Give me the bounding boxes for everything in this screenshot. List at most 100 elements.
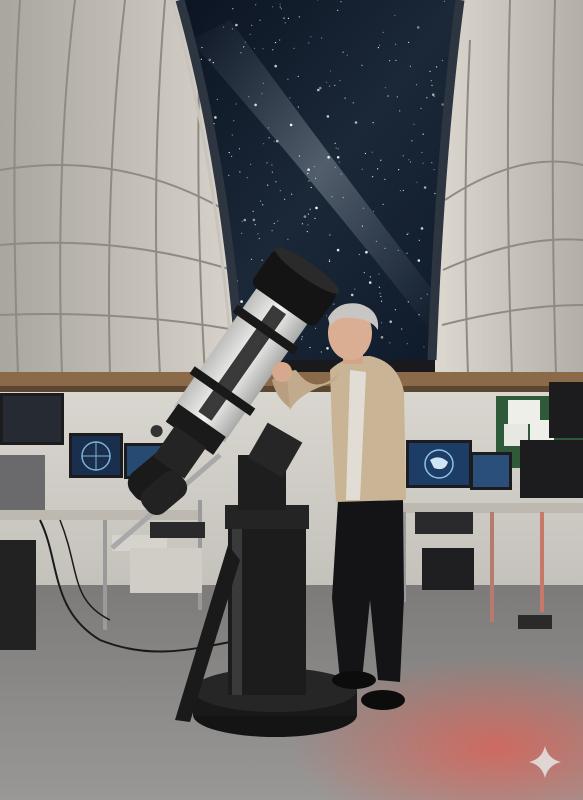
star xyxy=(441,59,443,62)
star xyxy=(423,186,427,189)
star xyxy=(329,70,332,72)
star xyxy=(363,272,365,274)
star xyxy=(231,134,233,136)
star xyxy=(408,159,410,161)
star xyxy=(378,286,380,288)
star xyxy=(280,8,282,10)
star xyxy=(380,336,384,339)
star xyxy=(373,210,375,212)
star xyxy=(337,148,339,150)
star xyxy=(228,152,230,154)
star xyxy=(319,86,322,90)
star xyxy=(409,65,411,67)
star xyxy=(336,248,340,252)
star xyxy=(387,95,389,97)
star xyxy=(431,84,433,86)
star xyxy=(235,23,238,27)
star xyxy=(307,172,309,175)
star xyxy=(411,140,413,142)
star xyxy=(240,52,242,54)
star xyxy=(372,122,374,124)
star xyxy=(381,322,383,324)
star xyxy=(408,41,410,44)
star xyxy=(308,180,310,182)
star xyxy=(418,239,420,241)
star xyxy=(327,156,330,159)
right-shoe xyxy=(361,690,405,710)
star xyxy=(441,103,445,106)
night-sky-slit xyxy=(170,0,465,361)
star xyxy=(298,16,300,18)
star xyxy=(426,97,428,99)
star xyxy=(432,93,435,96)
star xyxy=(325,81,328,83)
star xyxy=(328,259,331,261)
star xyxy=(267,127,269,129)
star xyxy=(289,97,291,99)
star xyxy=(213,123,215,125)
star xyxy=(396,96,398,98)
star xyxy=(361,168,363,170)
star xyxy=(315,177,317,179)
star xyxy=(252,218,256,222)
rack xyxy=(0,540,36,650)
star xyxy=(307,213,309,215)
star xyxy=(331,196,333,198)
star xyxy=(309,208,311,210)
star xyxy=(369,276,371,278)
star xyxy=(436,66,438,68)
star xyxy=(384,87,386,89)
star xyxy=(307,168,310,171)
star xyxy=(252,210,254,212)
star xyxy=(261,93,263,95)
star xyxy=(431,162,433,164)
star xyxy=(418,314,420,316)
star xyxy=(335,147,337,149)
star xyxy=(443,0,445,2)
star xyxy=(344,97,346,99)
star xyxy=(394,14,396,16)
star xyxy=(340,1,342,3)
star xyxy=(216,98,218,100)
star xyxy=(249,33,251,35)
star xyxy=(433,95,435,98)
star xyxy=(271,164,273,166)
star xyxy=(329,234,331,236)
star xyxy=(271,6,274,8)
star xyxy=(279,6,281,8)
star xyxy=(365,250,368,254)
star xyxy=(382,203,384,205)
star xyxy=(379,292,381,294)
star xyxy=(283,17,285,19)
hair xyxy=(328,303,379,330)
star xyxy=(429,70,431,72)
star xyxy=(407,232,409,234)
star xyxy=(326,347,329,350)
star xyxy=(375,240,377,242)
star xyxy=(402,189,404,192)
star xyxy=(284,198,286,200)
star xyxy=(377,47,379,49)
star xyxy=(389,60,391,62)
right-workstation xyxy=(400,382,583,629)
star xyxy=(301,223,303,225)
star xyxy=(287,78,289,80)
star xyxy=(259,19,261,21)
cardigan xyxy=(330,355,406,502)
star xyxy=(233,120,235,122)
star xyxy=(277,220,279,222)
star xyxy=(422,162,424,164)
star xyxy=(410,161,412,163)
star xyxy=(317,88,320,92)
star xyxy=(272,49,274,51)
star xyxy=(406,343,408,345)
star xyxy=(240,300,243,303)
star xyxy=(406,252,408,254)
star xyxy=(398,169,400,171)
telescope-mount xyxy=(110,422,303,550)
star xyxy=(271,230,273,232)
star xyxy=(231,28,233,30)
star xyxy=(380,300,383,302)
